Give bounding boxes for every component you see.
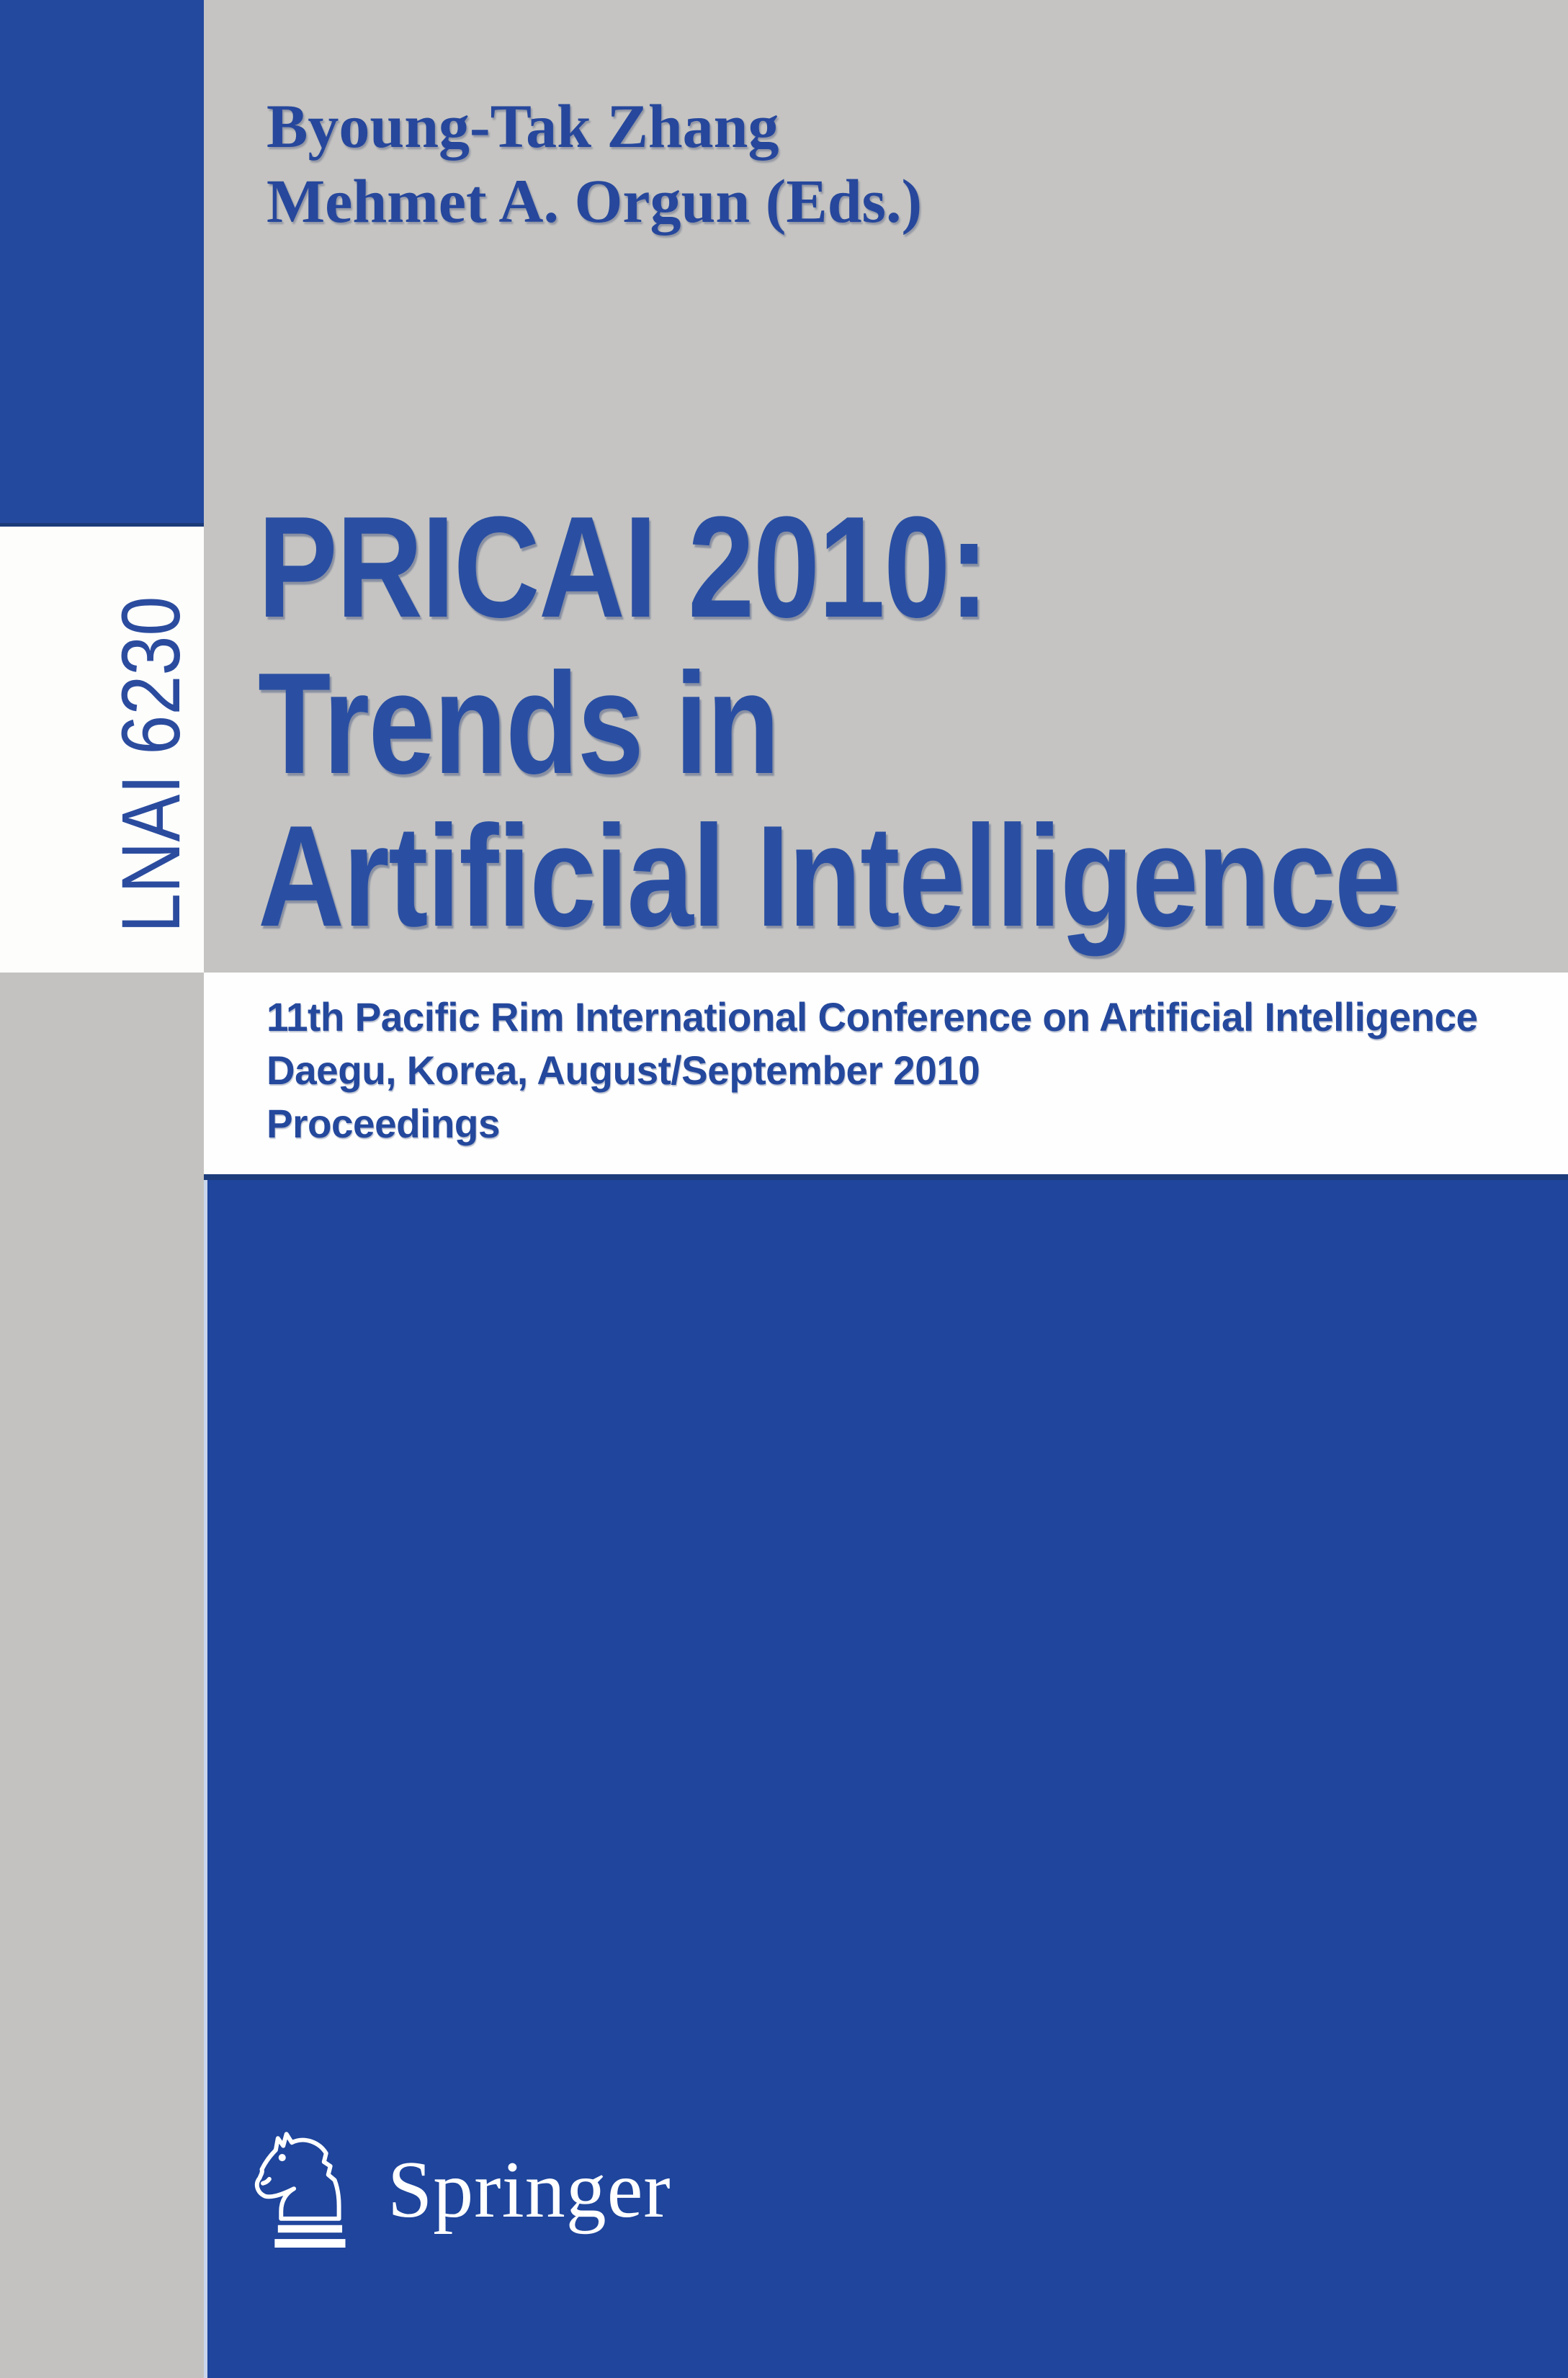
author-line-2: Mehmet A. Orgun (Eds.) (266, 166, 923, 236)
series-color-block (0, 0, 204, 527)
book-title-line-1: PRICAI 2010: (258, 487, 989, 648)
subtitle-block: 11th Pacific Rim International Conferenc… (266, 991, 1478, 1150)
series-color-block-edge (0, 523, 204, 527)
subtitle-band (204, 973, 1568, 1174)
spine-white-band (0, 527, 204, 973)
cover-header-area (204, 0, 1568, 973)
springer-horse-icon (254, 2132, 346, 2248)
book-title-line-2: Trends in (258, 643, 780, 804)
footer-blue-area (204, 1174, 1568, 2378)
subtitle-line-2: Daegu, Korea, August/September 2010 (266, 1047, 980, 1093)
book-title-line-3: Artificial Intelligence (258, 796, 1401, 957)
subtitle-line-1: 11th Pacific Rim International Conferenc… (266, 994, 1478, 1040)
subtitle-line-3: Proceedings (266, 1101, 500, 1146)
spine-gray-band (0, 973, 204, 2378)
publisher-wordmark: Springer (387, 2145, 671, 2235)
series-spine-label: LNAI 6230 (105, 596, 197, 933)
column-separator-line (204, 1180, 207, 2378)
footer-top-edge-line (204, 1174, 1568, 1180)
authors-block: Byoung-Tak Zhang Mehmet A. Orgun (Eds.) (266, 89, 922, 238)
author-line-1: Byoung-Tak Zhang (266, 91, 779, 161)
